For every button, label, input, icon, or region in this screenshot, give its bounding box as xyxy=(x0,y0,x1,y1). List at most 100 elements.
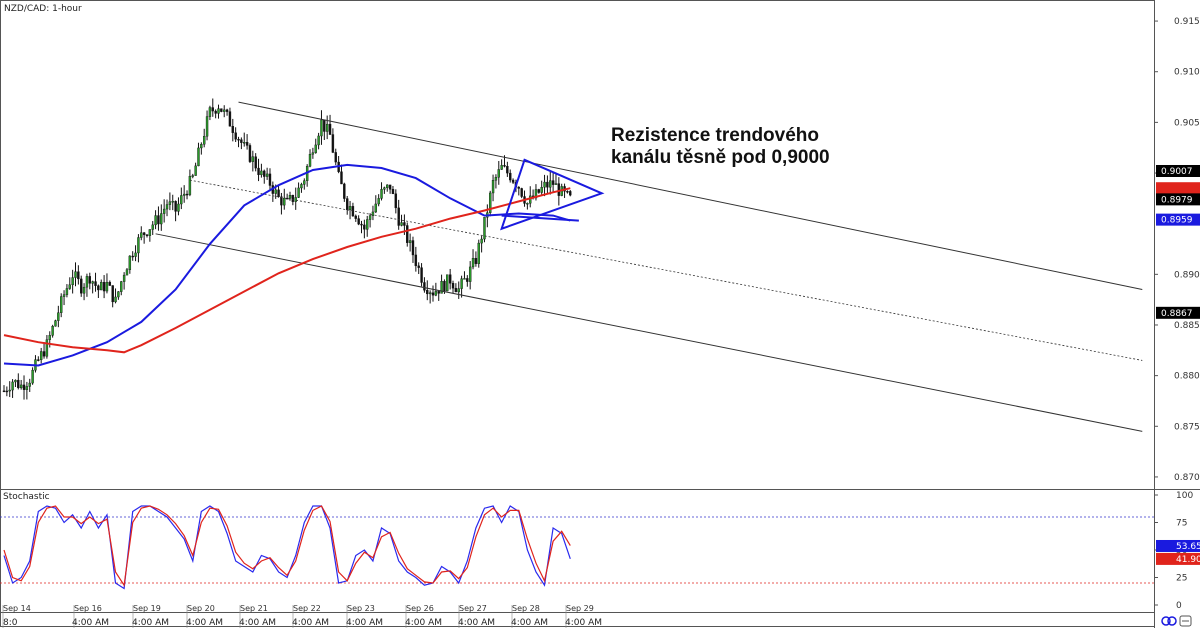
date-label: Sep 21 xyxy=(240,604,268,613)
price-badge xyxy=(1156,306,1200,319)
time-axis: Sep 14 Sep 16 Sep 19 Sep 20 Sep 21 Sep 22 Sep … xyxy=(2,604,602,628)
candle-body xyxy=(188,175,192,195)
date-label: Sep 22 xyxy=(293,604,321,613)
candle-body xyxy=(37,359,40,361)
price-tick-label: 0.9055 xyxy=(1174,118,1200,128)
candle-body xyxy=(569,191,572,196)
candle-body xyxy=(137,237,140,254)
candle-body xyxy=(237,138,240,141)
link-icon[interactable] xyxy=(1161,616,1177,626)
candle-body xyxy=(48,335,51,340)
settings-icon[interactable] xyxy=(1179,615,1192,627)
price-badge xyxy=(1156,193,1200,206)
time-label: 4:00 AM xyxy=(239,618,276,628)
candle-body xyxy=(489,192,492,213)
red-moving-average xyxy=(3,187,571,354)
candle-body xyxy=(254,156,257,169)
candle-body xyxy=(142,232,146,235)
candle-body xyxy=(460,278,463,289)
candle-body xyxy=(317,135,320,146)
candle-body xyxy=(217,108,220,114)
candle-body xyxy=(117,291,120,298)
candle-body xyxy=(208,107,212,117)
candle-body xyxy=(308,153,312,167)
candle-body xyxy=(503,165,506,167)
time-label: 4:00 AM xyxy=(186,618,223,628)
stochastic-badge-label: 41.90 xyxy=(1176,555,1200,565)
candle-body xyxy=(343,183,346,199)
candle-body xyxy=(191,175,194,177)
candle-body xyxy=(177,203,180,212)
candle-body xyxy=(165,204,169,210)
time-label: 4:00 AM xyxy=(72,618,109,628)
candle-body xyxy=(251,156,255,162)
candle-body xyxy=(354,215,357,219)
candle-body xyxy=(200,144,203,149)
candle-body xyxy=(406,225,409,243)
candle-body xyxy=(451,283,455,289)
candle-body xyxy=(51,325,54,336)
candle-body xyxy=(94,281,97,286)
candle-body xyxy=(14,379,17,383)
blue-moving-average xyxy=(3,163,571,367)
candle-body xyxy=(500,165,503,170)
candle-body xyxy=(248,145,252,162)
candle-body xyxy=(108,281,112,286)
candle-body xyxy=(371,211,375,216)
time-label: 4:00 AM xyxy=(292,618,329,628)
stochastic-title: Stochastic xyxy=(3,492,50,502)
candle-body xyxy=(74,271,77,278)
candle-body xyxy=(566,191,569,193)
candle-body xyxy=(497,169,500,178)
stochastic-tick-label: 25 xyxy=(1176,574,1187,584)
candle-body xyxy=(457,288,460,293)
candle-body xyxy=(323,119,326,132)
candle-body xyxy=(540,187,543,193)
candle-body xyxy=(440,281,443,294)
candle-body xyxy=(468,266,472,282)
date-label: Sep 19 xyxy=(133,604,161,613)
candle-body xyxy=(277,189,280,197)
candle-body xyxy=(157,215,160,225)
plot-frame xyxy=(0,0,1155,627)
candle-body xyxy=(245,142,249,146)
triangle-extension xyxy=(501,214,579,222)
candle-body xyxy=(491,180,495,194)
candle-body xyxy=(220,108,223,112)
candle-body xyxy=(297,187,300,198)
candle-body xyxy=(543,181,546,188)
candle-body xyxy=(348,206,352,210)
candle-body xyxy=(231,126,235,133)
date-label: Sep 28 xyxy=(512,604,540,613)
candle-body xyxy=(31,369,34,384)
candle-body xyxy=(182,193,186,196)
candle-body xyxy=(509,172,512,181)
candle-body xyxy=(437,291,440,294)
candle-body xyxy=(394,193,398,209)
candle-body xyxy=(194,165,197,176)
candle-body xyxy=(100,282,103,291)
candle-body xyxy=(368,215,372,220)
candle-body xyxy=(471,258,475,268)
candle-body xyxy=(268,173,272,186)
candle-body xyxy=(506,166,509,174)
price-axis: 0.91550.91050.90550.90050.89050.88550.88… xyxy=(1154,17,1200,483)
candle-body xyxy=(214,110,217,114)
price-badge xyxy=(1156,213,1200,226)
candle-body xyxy=(265,173,269,177)
price-badge xyxy=(1156,182,1200,195)
candle-body xyxy=(463,278,466,280)
candle-body xyxy=(388,184,392,190)
candle-body xyxy=(120,281,123,292)
candle-body xyxy=(303,180,306,185)
candle-body xyxy=(234,132,237,140)
price-tick-label: 0.8755 xyxy=(1174,422,1200,432)
candle-body xyxy=(537,189,541,193)
candle-body xyxy=(554,183,558,185)
stochastic-tick-label: 0 xyxy=(1176,601,1182,611)
time-label: 4:00 AM xyxy=(346,618,383,628)
stochastic-tick-label: 100 xyxy=(1176,491,1193,501)
candle-body xyxy=(325,123,329,132)
candle-body xyxy=(22,384,26,390)
